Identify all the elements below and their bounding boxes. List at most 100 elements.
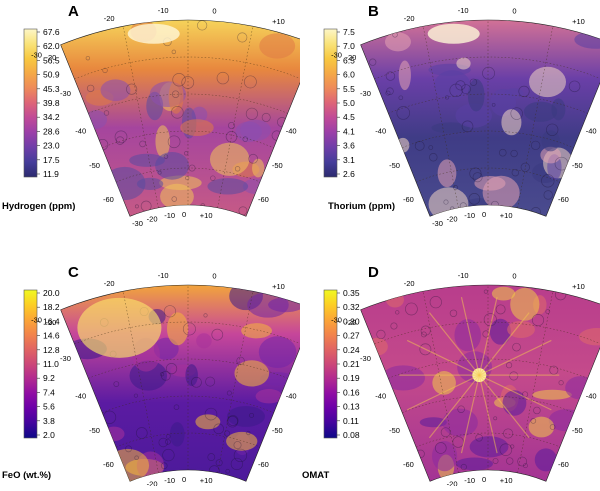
lat-label-left: -60 (103, 195, 114, 204)
colorbar-tick-label: 3.8 (43, 416, 55, 426)
lon-label-top: +10 (572, 17, 585, 26)
lon-label-top: -10 (458, 271, 469, 280)
lon-label-bottom: -10 (464, 211, 475, 220)
panel-a-svg: A 67.6 62.0 56.5 50.9 45.3 39.8 34.2 28.6 23.0 17.… (2, 3, 326, 228)
lon-label-top: +10 (272, 17, 285, 26)
lat-label-right: -50 (272, 161, 283, 170)
lat-label-left: -60 (403, 195, 414, 204)
colorbar-tick-label: 0.30 (343, 316, 360, 326)
lon-label-bottom: +10 (500, 476, 513, 485)
lon-label-bottom: -10 (464, 476, 475, 485)
colorbar-tick-label: 34.2 (43, 112, 60, 122)
lon-label-corner: -30 (31, 316, 42, 325)
lat-label-left: -50 (389, 426, 400, 435)
lon-label-corner: -30 (331, 316, 342, 325)
lon-label-top: -20 (404, 14, 415, 23)
lon-label-bottom: 0 (182, 210, 186, 219)
lat-label-right: -40 (586, 127, 597, 136)
lat-label-left: -30 (360, 89, 371, 98)
lon-label-top: -20 (104, 14, 115, 23)
lat-label-right: -50 (272, 426, 283, 435)
lat-label-right: -40 (586, 392, 597, 401)
lat-label-left: -40 (75, 127, 86, 136)
lon-label-top: -20 (104, 279, 115, 288)
lon-label-top: -20 (404, 279, 415, 288)
colorbar-tick-label: 14.6 (43, 331, 60, 341)
lon-label-bottom: -30 (132, 219, 143, 228)
colorbar-tick-label: 0.32 (343, 302, 360, 312)
colorbar-tick-label: 11.0 (43, 359, 59, 369)
colorbar-tick-label: 3.6 (343, 141, 355, 151)
lat-label-left: -50 (89, 426, 100, 435)
panel-d: D 0.35 0.32 0.30 0.27 0.24 0.21 0.19 0.16 0.13 0.1… (300, 243, 600, 491)
lon-label-bottom: -20 (447, 479, 458, 486)
colorbar-tick-label: 5.6 (43, 402, 55, 412)
lon-label-bottom: +10 (200, 211, 213, 220)
lat-label-right: -50 (572, 161, 583, 170)
panel-letter: B (368, 3, 379, 20)
colorbar-tick-label: 0.27 (343, 331, 360, 341)
colorbar-tick-label: 67.6 (43, 27, 60, 37)
lat-label-right: -50 (572, 426, 583, 435)
colorbar-label: OMAT (302, 470, 329, 481)
colorbar-label: FeO (wt.%) (2, 470, 51, 481)
colorbar-tick-label: 16.4 (43, 316, 60, 326)
colorbar-tick-label: 4.1 (343, 126, 355, 136)
panel-letter: C (68, 264, 79, 281)
lat-label-left: -40 (375, 392, 386, 401)
colorbar-tick-label: 0.16 (343, 387, 360, 397)
colorbar-label: Thorium (ppm) (328, 201, 395, 212)
lat-label-left: -50 (389, 161, 400, 170)
lon-label-bottom: -10 (164, 476, 175, 485)
panel-d-svg: D 0.35 0.32 0.30 0.27 0.24 0.21 0.19 0.16 0.13 0.1… (302, 264, 600, 491)
colorbar-tick-label: 7.0 (343, 41, 355, 51)
colorbar-tick-label: 20.0 (43, 288, 60, 298)
lon-label-bottom: 0 (482, 210, 486, 219)
lat-label-right: -40 (286, 127, 297, 136)
lon-label-bottom: -30 (432, 219, 443, 228)
lon-label-bottom: +10 (200, 476, 213, 485)
panel-c-svg: C 20.0 18.2 16.4 14.6 12.8 11.0 9.2 7.4 5.6 3.8 2.0… (2, 264, 326, 491)
colorbar-tick-label: 0.13 (343, 402, 360, 412)
colorbar (323, 289, 338, 439)
colorbar-tick-label: 18.2 (43, 302, 60, 312)
colorbar-tick-label: 4.5 (343, 112, 355, 122)
colorbar-tick-label: 17.5 (43, 155, 60, 165)
lat-label-left: -30 (60, 354, 71, 363)
colorbar-tick-label: 6.5 (343, 55, 355, 65)
colorbar-tick-label: 11.9 (43, 169, 59, 179)
colorbar-tick-label: 0.11 (343, 416, 359, 426)
colorbar-tick-label: 50.9 (43, 70, 60, 80)
lat-label-left: -30 (360, 354, 371, 363)
colorbar-tick-label: 39.8 (43, 98, 60, 108)
colorbar-tick-label: 62.0 (43, 41, 60, 51)
colorbar-tick-label: 5.5 (343, 84, 355, 94)
lon-label-top: 0 (512, 6, 516, 15)
panel-letter: D (368, 264, 379, 281)
colorbar-tick-label: 7.4 (43, 387, 55, 397)
lon-label-top: -10 (458, 6, 469, 15)
colorbar-tick-label: 45.3 (43, 84, 60, 94)
lon-label-bottom: -20 (147, 479, 158, 486)
lat-label-right: -60 (258, 460, 269, 469)
lat-label-left: -20 (345, 318, 356, 327)
colorbar-tick-label: 5.0 (343, 98, 355, 108)
panel-a: A 67.6 62.0 56.5 50.9 45.3 39.8 34.2 28.6 23.0 17.… (0, 0, 326, 243)
lat-label-right: -60 (258, 195, 269, 204)
colorbar-tick-label: 0.08 (343, 430, 360, 440)
lat-label-left: -40 (75, 392, 86, 401)
lon-label-bottom: -10 (164, 211, 175, 220)
panel-letter: A (68, 3, 79, 20)
lat-label-left: -60 (103, 460, 114, 469)
lon-label-top: -10 (158, 6, 169, 15)
panel-c: C 20.0 18.2 16.4 14.6 12.8 11.0 9.2 7.4 5.6 3.8 2.0… (0, 243, 326, 491)
lon-label-top: 0 (512, 271, 516, 280)
lon-label-corner: -30 (331, 51, 342, 60)
colorbar-tick-label: 9.2 (43, 373, 55, 383)
lon-label-top: -10 (158, 271, 169, 280)
colorbar-tick-label: 7.5 (343, 27, 355, 37)
lon-label-bottom: 0 (182, 475, 186, 484)
lat-label-left: -20 (345, 53, 356, 62)
colorbar-tick-label: 28.6 (43, 126, 60, 136)
colorbar-tick-label: 23.0 (43, 141, 60, 151)
